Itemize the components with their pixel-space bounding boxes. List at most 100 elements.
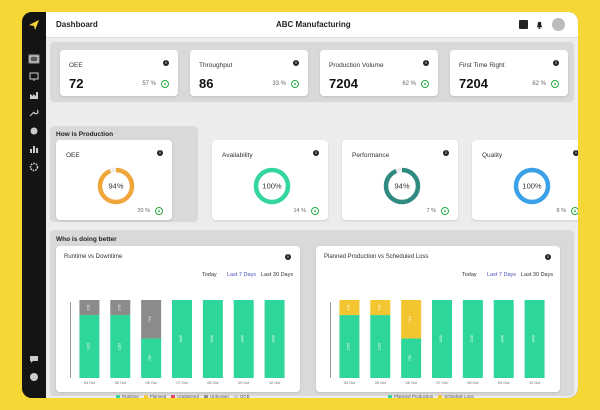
avatar[interactable]: [552, 18, 565, 31]
bar-segment[interactable]: [141, 300, 162, 339]
bar-segment[interactable]: [110, 315, 131, 378]
legend-label: Planned Production: [394, 394, 434, 398]
sidebar-item-reports[interactable]: [28, 144, 40, 154]
gear-icon: [29, 162, 39, 172]
legend-item[interactable]: Planned Production: [388, 394, 433, 398]
bar-segment[interactable]: [141, 338, 162, 378]
bar-segment[interactable]: [432, 300, 452, 378]
bar-segment[interactable]: [233, 300, 254, 378]
sidebar-item-settings[interactable]: [28, 162, 40, 172]
bar-segment[interactable]: [339, 300, 360, 316]
bar-value-label: 1440: [179, 335, 183, 343]
bar-value-label: 278: [117, 305, 121, 311]
kpi-value: 7204: [329, 76, 358, 91]
x-tick-label: 04 Oct: [84, 381, 96, 385]
kpi-percent: 33 %: [272, 81, 286, 87]
legend-label: OCB: [239, 394, 250, 398]
sidebar-item-users[interactable]: [28, 126, 40, 136]
chart-title: Planned Production vs Scheduled Loss: [324, 254, 429, 260]
user-icon: [30, 127, 38, 135]
chart-legend: Runtime Planned Unplanned Unknown OCB: [116, 394, 255, 398]
bar-value-label: 1440: [272, 335, 276, 343]
legend-item[interactable]: Planned: [143, 394, 167, 398]
bar-segment[interactable]: [202, 300, 223, 378]
bar-value-label: 1162: [117, 343, 121, 351]
bar-value-label: 278: [86, 305, 90, 311]
info-icon[interactable]: i: [285, 254, 291, 260]
bar-value-label: 278: [346, 305, 350, 311]
legend-item[interactable]: Schedule Loss: [438, 394, 474, 398]
sidebar-item-monitor[interactable]: [28, 72, 40, 82]
factory-icon: [30, 92, 38, 99]
sidebar-item-help[interactable]: [28, 372, 40, 382]
bar-chart: 1162 278 04 Oct 1162 278 05 Oct 730 710 06 Oct 14…: [79, 300, 285, 385]
legend-swatch: [388, 394, 392, 398]
chart-card: Runtime vs Downtime i Today Last 7 Days Last…: [56, 246, 300, 398]
legend-item[interactable]: Unknown: [204, 394, 229, 398]
wrench-icon: [29, 109, 39, 117]
range-tab[interactable]: Last 30 Days: [521, 272, 554, 278]
bar-value-label: 1162: [346, 343, 350, 351]
gauge-card: Quality i 100% 8 %: [472, 140, 578, 220]
info-icon[interactable]: i: [293, 60, 299, 66]
x-tick-label: 08 Oct: [207, 381, 219, 385]
bar-value-label: 730: [408, 355, 412, 361]
bar-value-label: 1440: [210, 335, 214, 343]
sidebar-item-dashboard[interactable]: [28, 54, 40, 64]
bar-chart: 1162 278 04 Oct 1162 278 05 Oct 730 710 06 Oct 14…: [339, 300, 545, 385]
bar-segment[interactable]: [493, 300, 514, 378]
sidebar-item-factory[interactable]: [28, 90, 40, 100]
sidebar-item-tools[interactable]: [28, 108, 40, 118]
info-icon[interactable]: i: [313, 150, 319, 156]
bar-segment[interactable]: [524, 300, 545, 378]
layout-icon[interactable]: [519, 20, 528, 29]
info-icon[interactable]: i: [573, 150, 578, 156]
gauge-value: 94%: [394, 182, 409, 191]
gauge-change: 20 %: [137, 208, 150, 214]
kpi-card: First Time Right 7204 62 % i: [450, 50, 568, 96]
info-icon[interactable]: i: [553, 60, 559, 66]
how-section-title: How is Production: [56, 131, 114, 138]
info-icon[interactable]: i: [545, 254, 551, 260]
legend-item[interactable]: Unplanned: [171, 394, 199, 398]
kpi-card: Production Volume 7204 62 % i: [320, 50, 438, 96]
legend-label: Planned: [149, 394, 167, 398]
kpi-value: 7204: [459, 76, 488, 91]
info-icon[interactable]: i: [163, 60, 169, 66]
bar-segment[interactable]: [79, 300, 100, 316]
chart-legend: Planned Production Schedule Loss: [388, 394, 479, 398]
gauge-change: 8 %: [556, 208, 566, 214]
sidebar: [22, 12, 46, 398]
legend-swatch: [171, 394, 176, 398]
legend-swatch: [204, 394, 209, 398]
info-icon[interactable]: i: [423, 60, 429, 66]
range-tab[interactable]: Last 30 Days: [261, 272, 294, 278]
bar-segment[interactable]: [370, 315, 391, 378]
info-icon[interactable]: i: [443, 150, 449, 156]
kpi-label: First Time Right: [459, 62, 505, 69]
sidebar-item-chat[interactable]: [28, 354, 40, 364]
bar-segment[interactable]: [79, 315, 100, 378]
bar-segment[interactable]: [110, 300, 131, 316]
bell-icon[interactable]: [535, 20, 544, 29]
x-tick-label: 06 Oct: [146, 381, 158, 385]
bar-segment[interactable]: [264, 300, 285, 378]
info-icon[interactable]: i: [157, 150, 163, 156]
bar-segment[interactable]: [370, 300, 391, 316]
kpi-value: 72: [69, 76, 84, 91]
range-tab[interactable]: Last 7 Days: [487, 272, 517, 278]
range-tab[interactable]: Today: [462, 272, 477, 278]
bar-segment[interactable]: [339, 315, 360, 378]
bar-segment[interactable]: [462, 300, 483, 378]
gauge-card: Availability i 100% 14 %: [212, 140, 328, 220]
range-tab[interactable]: Today: [202, 272, 217, 278]
bar-segment[interactable]: [172, 300, 192, 378]
legend-item[interactable]: Runtime: [116, 394, 139, 398]
bar-segment[interactable]: [401, 338, 422, 378]
gauge-change: 14 %: [293, 208, 306, 214]
bar-value-label: 1162: [377, 343, 381, 351]
bar-segment[interactable]: [401, 300, 422, 339]
range-tab[interactable]: Last 7 Days: [227, 272, 257, 278]
bar-value-label: 710: [408, 316, 412, 322]
legend-item[interactable]: OCB: [233, 394, 250, 398]
